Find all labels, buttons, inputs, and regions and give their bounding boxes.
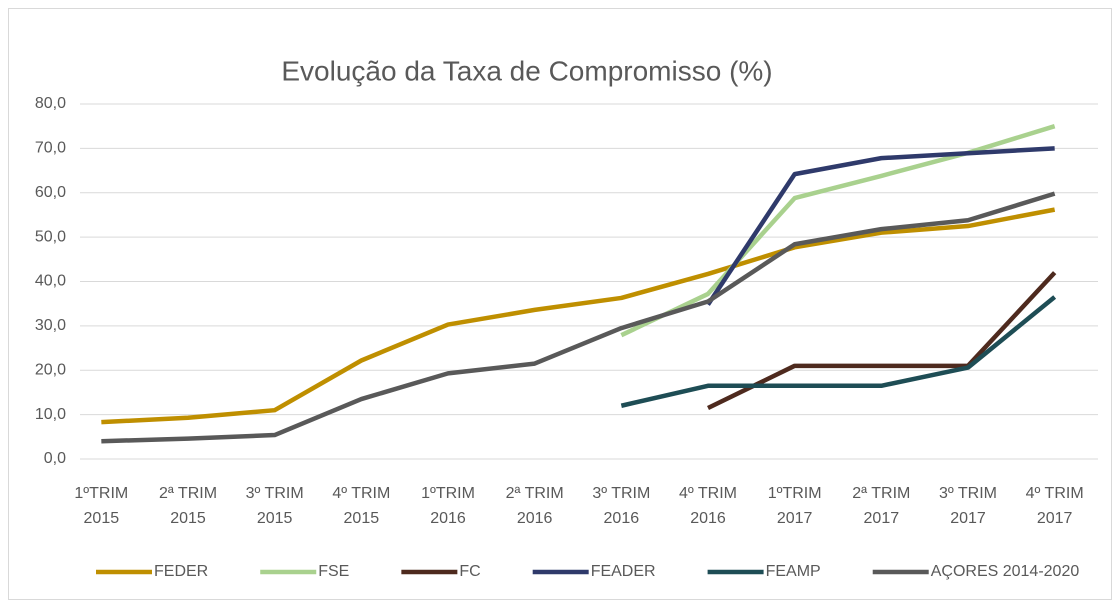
x-tick-label: 2015 bbox=[84, 510, 120, 527]
chart-border bbox=[8, 8, 1112, 600]
x-tick-label: 1ºTRIM bbox=[74, 485, 128, 502]
x-tick-label: 2ª TRIM bbox=[159, 485, 217, 502]
series-line bbox=[620, 295, 1057, 408]
x-tick-label: 1ºTRIM bbox=[421, 485, 475, 502]
y-tick-label: 80,0 bbox=[35, 95, 66, 112]
x-tick-label: 2015 bbox=[344, 510, 380, 527]
x-tick-label: 2016 bbox=[517, 510, 553, 527]
x-tick-label: 2017 bbox=[864, 510, 900, 527]
x-tick-label: 2ª TRIM bbox=[506, 485, 564, 502]
series-line bbox=[101, 207, 1056, 425]
x-tick-label: 2017 bbox=[950, 510, 986, 527]
y-tick-label: 10,0 bbox=[35, 406, 66, 423]
y-tick-label: 40,0 bbox=[35, 273, 66, 290]
x-tick-label: 4º TRIM bbox=[332, 485, 390, 502]
x-tick-label: 2016 bbox=[430, 510, 466, 527]
y-tick-label: 20,0 bbox=[35, 361, 66, 378]
series-line bbox=[620, 124, 1056, 338]
legend-label: AÇORES 2014-2020 bbox=[931, 563, 1080, 580]
legend-label: FEADER bbox=[591, 563, 656, 580]
y-tick-label: 30,0 bbox=[35, 317, 66, 334]
series-line bbox=[706, 146, 1055, 306]
y-tick-label: 0,0 bbox=[44, 450, 66, 467]
y-tick-label: 50,0 bbox=[35, 228, 66, 245]
x-tick-label: 4º TRIM bbox=[1026, 485, 1084, 502]
legend-label: FSE bbox=[318, 563, 349, 580]
x-tick-label: 3º TRIM bbox=[246, 485, 304, 502]
y-tick-label: 60,0 bbox=[35, 184, 66, 201]
x-tick-label: 2016 bbox=[690, 510, 726, 527]
series-line bbox=[101, 191, 1056, 444]
series-line bbox=[707, 271, 1057, 410]
legend-label: FEDER bbox=[154, 563, 208, 580]
x-tick-label: 2016 bbox=[604, 510, 640, 527]
x-tick-label: 2015 bbox=[257, 510, 293, 527]
y-tick-label: 70,0 bbox=[35, 140, 66, 157]
x-tick-label: 4º TRIM bbox=[679, 485, 737, 502]
x-tick-label: 2017 bbox=[1037, 510, 1073, 527]
x-tick-label: 2ª TRIM bbox=[852, 485, 910, 502]
x-tick-label: 3º TRIM bbox=[592, 485, 650, 502]
x-tick-label: 1ºTRIM bbox=[768, 485, 822, 502]
legend-label: FC bbox=[459, 563, 480, 580]
chart-title: Evolução da Taxa de Compromisso (%) bbox=[281, 55, 772, 86]
x-tick-label: 2017 bbox=[777, 510, 813, 527]
x-tick-label: 2015 bbox=[170, 510, 206, 527]
legend-label: FEAMP bbox=[766, 563, 821, 580]
x-tick-label: 3º TRIM bbox=[939, 485, 997, 502]
